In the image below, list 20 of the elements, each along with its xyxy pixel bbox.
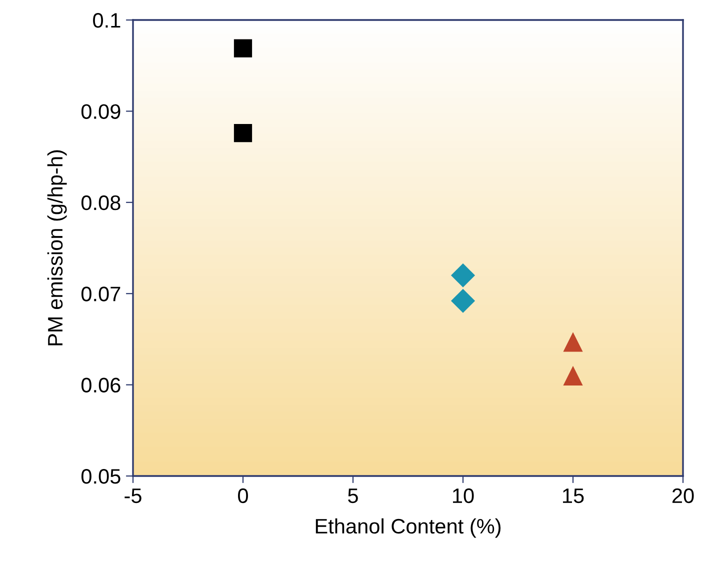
x-tick-label: 5 [348,488,358,504]
point [234,39,252,58]
x-tick-label: 0 [238,488,248,504]
x-tick-label: -5 [124,488,142,504]
point [563,332,583,352]
x-tick-label: 20 [672,488,694,504]
y-tick-label: 0.07 [81,286,120,302]
y-tick-label: 0.06 [81,378,120,393]
y-tick-label: 0.09 [81,104,120,119]
x-axis-title: Ethanol Content (%) [316,518,501,538]
y-tick-label: 0.1 [93,13,120,28]
y-tick-label: 0.05 [81,469,120,484]
point [234,124,252,142]
y-tick-label: 0.08 [81,195,120,210]
point [563,366,583,386]
x-tick-label: 15 [563,488,584,504]
x-tick-label: 10 [453,488,474,504]
y-axis-title: PM emission (g/hp-h) [47,150,67,346]
point [450,263,476,288]
point [450,288,476,313]
